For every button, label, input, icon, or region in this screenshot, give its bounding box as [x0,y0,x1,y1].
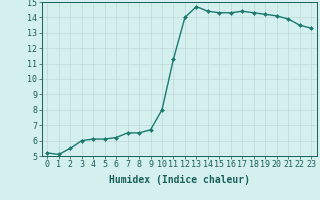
X-axis label: Humidex (Indice chaleur): Humidex (Indice chaleur) [109,175,250,185]
